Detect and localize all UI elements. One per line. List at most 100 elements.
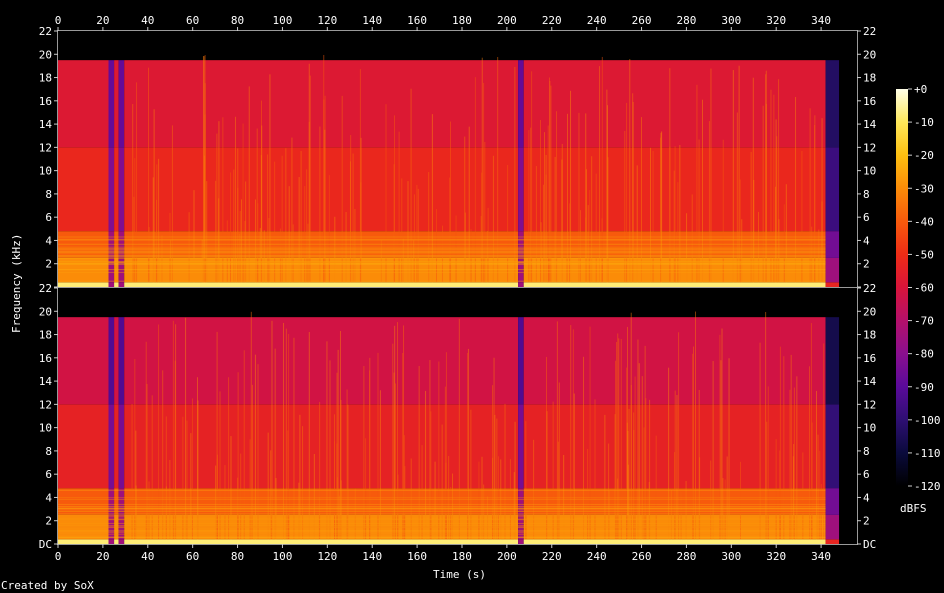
transient-streak	[202, 56, 204, 283]
transient-streak	[644, 345, 646, 540]
transient-streak	[158, 324, 160, 540]
transient-streak	[628, 408, 630, 540]
x-tick-label: 220	[542, 14, 562, 27]
spectrogram-cell	[108, 31, 115, 61]
y-tick-label: 2	[863, 515, 870, 528]
x-tick-label: 280	[676, 14, 696, 27]
transient-streak	[545, 154, 547, 283]
transient-streak	[669, 68, 671, 283]
transient-streak	[778, 219, 780, 283]
x-axis-label: Time (s)	[433, 568, 486, 581]
transient-streak	[762, 105, 764, 283]
transient-streak	[637, 339, 639, 540]
transient-streak	[242, 123, 244, 283]
harmonic-line	[58, 250, 826, 252]
spectrogram-cell	[58, 404, 109, 489]
transient-streak	[679, 145, 681, 283]
transient-streak	[206, 181, 208, 283]
transient-streak	[329, 360, 331, 540]
transient-streak	[402, 238, 404, 283]
y-tick-label: 20	[39, 305, 52, 318]
spectrogram-cell	[523, 288, 826, 318]
transient-streak	[304, 186, 306, 283]
transient-streak	[695, 311, 697, 540]
x-tick-label: 300	[721, 550, 741, 563]
harmonic-line	[58, 497, 826, 499]
spectrogram-cell	[118, 539, 125, 544]
transient-streak	[450, 486, 452, 540]
spectrogram-cell	[523, 539, 826, 544]
transient-streak	[377, 352, 379, 540]
spectrogram-cell	[825, 282, 840, 287]
transient-streak	[468, 126, 470, 283]
x-tick-label: 180	[452, 14, 472, 27]
transient-streak	[441, 225, 443, 283]
transient-streak	[530, 127, 532, 283]
spectrogram-cell	[825, 488, 840, 515]
transient-streak	[431, 114, 433, 283]
transient-streak	[618, 338, 620, 540]
spectrogram-cell	[118, 60, 125, 148]
transient-streak	[255, 199, 257, 283]
transient-streak	[354, 208, 356, 283]
transient-streak	[779, 346, 781, 540]
colorbar-unit-label: dBFS	[900, 502, 927, 515]
spectrogram-cell	[114, 514, 119, 540]
harmonic-line	[58, 499, 826, 501]
transient-streak	[291, 137, 293, 283]
transient-streak	[702, 99, 704, 283]
transient-streak	[591, 156, 593, 283]
transient-streak	[484, 141, 486, 283]
transient-streak	[234, 116, 236, 283]
y-tick-label: 18	[39, 72, 52, 85]
colorbar-tick-label: -30	[914, 182, 934, 195]
transient-streak	[134, 158, 136, 283]
transient-streak	[334, 216, 336, 283]
transient-streak	[738, 65, 740, 283]
x-tick-label: 160	[407, 14, 427, 27]
transient-streak	[218, 198, 220, 283]
transient-streak	[758, 211, 760, 283]
transient-streak	[509, 459, 511, 540]
transient-streak	[739, 461, 741, 540]
transient-streak	[569, 203, 571, 283]
transient-streak	[249, 439, 251, 540]
spectrogram-cell	[114, 231, 119, 258]
x-tick-label: 240	[587, 14, 607, 27]
transient-streak	[793, 444, 795, 540]
transient-streak	[307, 223, 309, 283]
y-tick-label: 16	[863, 95, 876, 108]
transient-streak	[572, 329, 574, 540]
x-tick-label: 200	[497, 14, 517, 27]
transient-streak	[448, 456, 450, 540]
transient-streak	[483, 82, 485, 283]
transient-streak	[492, 385, 494, 540]
transient-streak	[248, 86, 250, 283]
transient-streak	[563, 454, 565, 540]
spectrogram-cell	[114, 404, 119, 489]
transient-streak	[354, 488, 356, 540]
transient-streak	[630, 384, 632, 540]
transient-streak	[271, 320, 273, 540]
transient-streak	[607, 157, 609, 283]
transient-streak	[308, 332, 310, 540]
transient-streak	[753, 179, 755, 283]
transient-streak	[720, 360, 722, 540]
spectrogram-cell	[124, 257, 519, 283]
spectrogram-cell	[523, 282, 826, 287]
transient-streak	[170, 240, 172, 283]
transient-streak	[328, 175, 330, 283]
transient-streak	[823, 343, 825, 540]
spectrogram-cell	[108, 514, 115, 540]
transient-streak	[275, 478, 277, 540]
y-tick-label: 2	[863, 258, 870, 271]
transient-streak	[243, 350, 245, 540]
y-tick-label: 2	[45, 515, 52, 528]
transient-streak	[783, 204, 785, 283]
y-tick-label: 6	[863, 211, 870, 224]
transient-streak	[288, 186, 290, 283]
spectrogram-cell	[58, 282, 109, 287]
spectrogram-cell	[825, 539, 840, 544]
transient-streak	[156, 164, 158, 283]
harmonic-line	[58, 253, 826, 255]
